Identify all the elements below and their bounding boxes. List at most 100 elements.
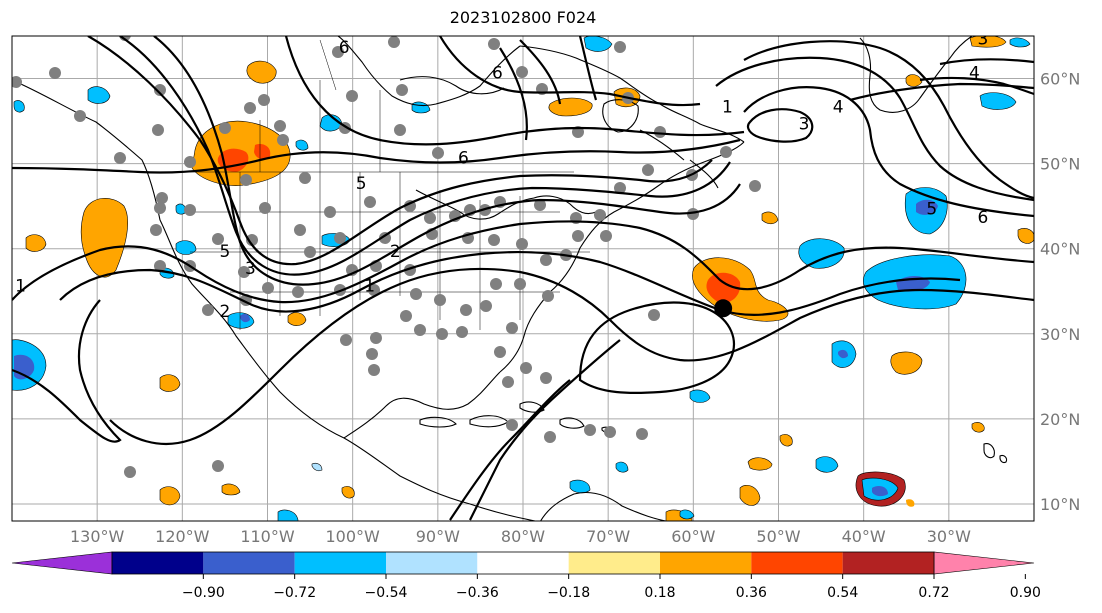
longitude-tick-label: 70°W (586, 527, 630, 546)
negative-anomaly-ca-east (679, 509, 695, 520)
observation-dot (584, 424, 596, 436)
positive-anomaly-greenland-west (905, 74, 923, 87)
positive-anomaly-canada (246, 60, 277, 84)
contour-value-label: 2 (390, 242, 401, 262)
observation-dot (334, 232, 346, 244)
observation-dot (506, 419, 518, 431)
contour-value-label: 4 (833, 98, 844, 118)
observation-dot (259, 202, 271, 214)
observation-dot (490, 278, 502, 290)
positive-anomaly-mexico (287, 312, 307, 326)
negative-anomaly-canada-west (295, 139, 309, 151)
observation-dot (594, 209, 606, 221)
observation-dot (488, 38, 500, 50)
latitude-tick-label: 10°N (1040, 495, 1080, 514)
negative-anomaly-south-america (569, 479, 591, 494)
longitude-tick-label: 100°W (325, 527, 380, 546)
observation-dot (74, 110, 86, 122)
colorbar-tick-label: −0.72 (273, 585, 316, 601)
observation-dot (154, 202, 166, 214)
colorbar-tick-label: 0.36 (736, 585, 767, 601)
observation-dot (654, 126, 666, 138)
observation-dot (202, 304, 214, 316)
observation-dot (514, 278, 526, 290)
longitude-tick-label: 50°W (756, 527, 800, 546)
contour-value-label: 2 (220, 302, 231, 322)
positive-anomaly-east-atl-ring (906, 499, 915, 507)
observation-dot (370, 332, 382, 344)
positive-anomaly-mid-atl (971, 422, 985, 433)
observation-dot (366, 348, 378, 360)
colorbar-tick-label: 0.18 (644, 585, 675, 601)
observation-dot (648, 309, 660, 321)
observation-dot (219, 122, 231, 134)
observation-dot (540, 254, 552, 266)
observation-dot (434, 294, 446, 306)
observation-dot (534, 199, 546, 211)
positive-anomaly-atlantic-small (890, 351, 923, 375)
positive-anomaly-baja (159, 374, 181, 392)
contour-lines (12, 36, 1034, 521)
contour-value-label: 1 (364, 276, 375, 296)
negative-anomaly-caribbean-s (615, 461, 629, 473)
contour-value-label: 6 (492, 64, 503, 84)
observation-dot (184, 156, 196, 168)
negative-anomaly-pacific-south (277, 509, 299, 521)
observation-dot (460, 304, 472, 316)
contour-value-label: 6 (339, 38, 350, 58)
longitude-tick-label: 30°W (927, 527, 971, 546)
observation-dot (540, 372, 552, 384)
observation-dot (274, 120, 286, 132)
colorbar: −0.90 −0.72 −0.54 −0.36 −0.18 0.18 0.36 0.54 0.7… (11, 551, 1041, 601)
latitude-tick-label: 40°N (1040, 240, 1080, 259)
observation-dot (154, 260, 166, 272)
colorbar-segment (842, 552, 934, 574)
positive-anomaly-pacific (80, 198, 129, 278)
observation-dot (480, 300, 492, 312)
observation-dot (388, 36, 400, 48)
negative-anomaly-east-atl-south-core (872, 486, 888, 497)
observation-dot (520, 362, 532, 374)
observation-dot (414, 324, 426, 336)
longitude-tick-label: 110°W (240, 527, 295, 546)
contour-value-label: 3 (245, 259, 256, 279)
observation-dot (258, 94, 270, 106)
coastlines (12, 36, 1008, 521)
latitude-tick-label: 60°N (1040, 70, 1080, 89)
observation-dot (246, 234, 258, 246)
latitude-labels: 10°N 20°N 30°N 40°N 50°N 60°N (1040, 70, 1080, 514)
observation-dot (12, 76, 22, 88)
station-marker (714, 299, 733, 318)
observation-dot (277, 134, 289, 146)
colorbar-segment (203, 552, 295, 574)
latitude-tick-label: 50°N (1040, 155, 1080, 174)
observation-dot (240, 174, 252, 186)
observation-dot (152, 124, 164, 136)
negative-anomaly-caribbean-n (689, 389, 711, 403)
observation-dot (456, 326, 468, 338)
contour-value-label: 1 (15, 276, 26, 296)
observation-dot (154, 84, 166, 96)
observation-dot (636, 428, 648, 440)
observation-dot (687, 208, 699, 220)
strong-anomaly-nw-us-2 (254, 144, 271, 160)
observation-dot (324, 206, 336, 218)
observation-dot (238, 266, 250, 278)
observation-dot (150, 224, 162, 236)
observation-dot (304, 246, 316, 258)
observation-dot (396, 84, 408, 96)
negative-anomaly-greenland (979, 92, 1017, 110)
contour-value-label: 5 (220, 242, 231, 262)
longitude-tick-label: 80°W (501, 527, 545, 546)
contour-value-label: 5 (926, 200, 937, 220)
observation-dot (212, 460, 224, 472)
positive-anomaly-tropics (739, 485, 761, 506)
observation-sites (12, 36, 761, 478)
positive-anomaly-sc-caribbean (779, 434, 793, 447)
observation-dot (299, 172, 311, 184)
colorbar-tick-label: −0.54 (365, 585, 408, 601)
observation-dot (346, 90, 358, 102)
negative-anomaly-atlantic-north-core (916, 199, 938, 215)
